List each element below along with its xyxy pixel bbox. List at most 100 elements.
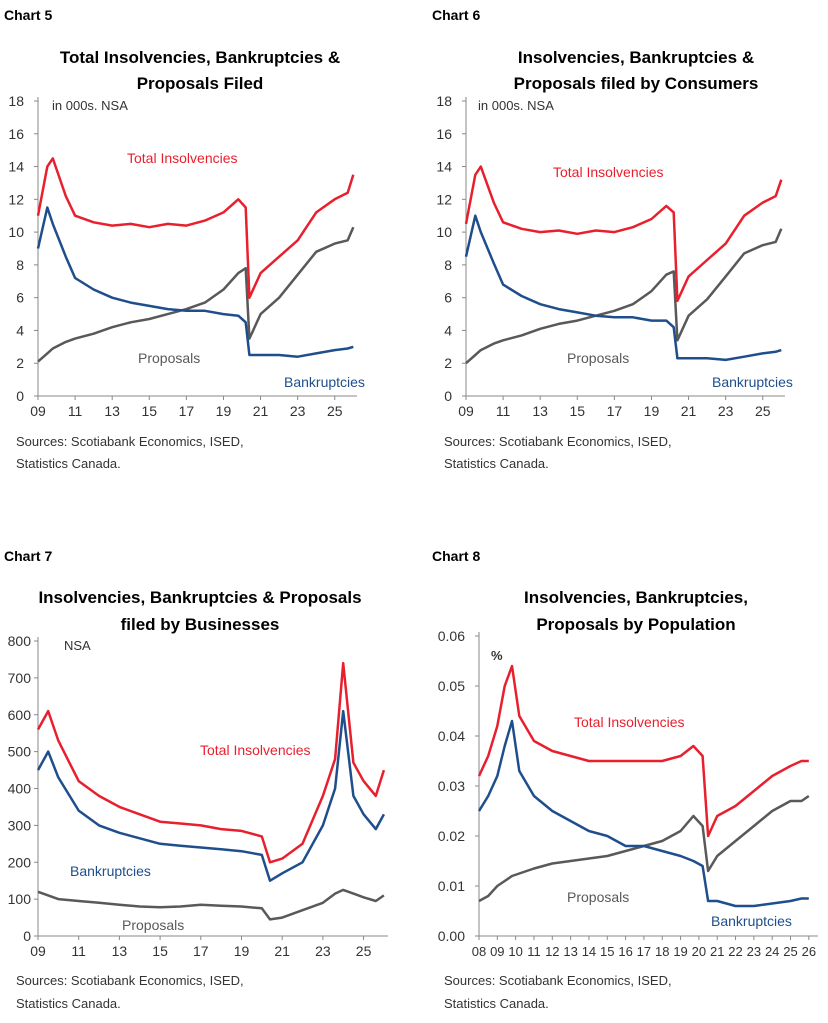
- chart-6-series-proposals-line: [465, 228, 783, 365]
- chart-8-y-tick-label: 0.03: [438, 778, 465, 794]
- chart-6-y-tick-label: 14: [436, 159, 452, 175]
- chart-6-x-tick-label: 23: [718, 403, 734, 419]
- chart-7-y-tick-label: 100: [8, 891, 32, 907]
- chart-7-x-tick-label: 15: [152, 943, 168, 959]
- chart-7-x-tick-label: 13: [112, 943, 128, 959]
- chart-6-label: Chart 6: [432, 7, 480, 23]
- chart-7-x-tick-label: 17: [193, 943, 209, 959]
- chart-8-x-tick-label: 25: [783, 944, 797, 959]
- chart-6-x-tick-label: 17: [607, 403, 623, 419]
- chart-8-x-tick-label: 16: [618, 944, 632, 959]
- chart-6-y-tick-label: 16: [436, 126, 452, 142]
- chart-7-series-bankruptcies-line: [36, 709, 385, 882]
- chart-5-y-tick-label: 8: [16, 257, 24, 273]
- chart-5-source-line-1: Sources: Scotiabank Economics, ISED,: [16, 434, 244, 449]
- chart-8-label: Chart 8: [432, 548, 480, 564]
- chart-6-y-tick-label: 12: [436, 191, 452, 207]
- chart-8-x-tick-label: 08: [472, 944, 486, 959]
- chart-6-series-bankruptcies-line: [464, 214, 782, 362]
- chart-8-series-label-proposals: Proposals: [567, 889, 629, 905]
- chart-8-x-tick-label: 14: [582, 944, 596, 959]
- chart-6-y-tick-label: 10: [436, 224, 452, 240]
- chart-8-title-line-1: Insolvencies, Bankruptcies,: [524, 588, 748, 607]
- chart-8-y-tick-label: 0.01: [438, 878, 465, 894]
- chart-8-source-line-2: Statistics Canada.: [444, 996, 549, 1011]
- chart-8-series-proposals-line: [478, 794, 810, 903]
- chart-7-y-tick-label: 500: [8, 744, 32, 760]
- chart-7-series-label-total: Total Insolvencies: [200, 742, 311, 758]
- chart-7-source-line-1: Sources: Scotiabank Economics, ISED,: [16, 973, 244, 988]
- chart-5-y-tick-label: 14: [8, 159, 24, 175]
- chart-7-x-tick-label: 11: [71, 943, 86, 959]
- chart-6-series-total-line: [464, 165, 783, 303]
- chart-5-title-line-1: Total Insolvencies, Bankruptcies &: [60, 48, 340, 67]
- chart-5-x-tick-label: 17: [179, 403, 195, 419]
- chart-6-y-tick-label: 18: [436, 93, 452, 109]
- chart-8-y-tick-label: 0.02: [438, 828, 465, 844]
- chart-6-title-line-1: Insolvencies, Bankruptcies &: [518, 48, 754, 67]
- chart-5-y-tick-label: 18: [8, 93, 24, 109]
- chart-8-y-tick-label: 0.06: [438, 628, 465, 644]
- chart-6-x-tick-label: 25: [755, 403, 771, 419]
- chart-7-y-tick-label: 0: [23, 928, 31, 944]
- chart-7-x-tick-label: 09: [30, 943, 46, 959]
- chart-5-y-tick-label: 0: [16, 388, 24, 404]
- chart-5-series-label-total: Total Insolvencies: [127, 150, 238, 166]
- chart-5-source-line-2: Statistics Canada.: [16, 456, 121, 471]
- chart-8-y-tick-label: 0.05: [438, 678, 465, 694]
- chart-5-y-tick-label: 12: [8, 191, 24, 207]
- chart-6-y-tick-label: 6: [444, 290, 452, 306]
- chart-5-y-tick-label: 16: [8, 126, 24, 142]
- chart-6-x-tick-label: 13: [532, 403, 548, 419]
- chart-7-y-tick-label: 300: [8, 817, 32, 833]
- chart-5-series-label-proposals: Proposals: [138, 350, 200, 366]
- chart-7-x-tick-label: 25: [356, 943, 372, 959]
- chart-6-series-label-proposals: Proposals: [567, 350, 629, 366]
- chart-8-source-line-1: Sources: Scotiabank Economics, ISED,: [444, 973, 672, 988]
- chart-6-y-tick-label: 4: [444, 322, 452, 338]
- chart-6-plot: 0 2 4 6 8 10 12 14 16 18 09 11 13 15 17 19 21 23 25: [436, 93, 785, 419]
- chart-7-x-tick-label: 21: [274, 943, 290, 959]
- chart-8-x-tick-label: 10: [508, 944, 522, 959]
- chart-5-series-label-bankruptcies: Bankruptcies: [284, 374, 365, 390]
- chart-6-x-tick-label: 15: [569, 403, 585, 419]
- chart-5-x-tick-label: 25: [327, 403, 343, 419]
- chart-6-title-line-2: Proposals filed by Consumers: [514, 74, 759, 93]
- chart-7-y-tick-label: 600: [8, 707, 32, 723]
- chart-5-x-tick-label: 19: [216, 403, 232, 419]
- chart-5-x-tick-label: 23: [290, 403, 306, 419]
- chart-8-x-tick-label: 24: [765, 944, 779, 959]
- chart-7-y-tick-label: 800: [8, 633, 32, 649]
- chart-8-x-tick-label: 09: [490, 944, 504, 959]
- chart-5-panel: Chart 5 Total Insolvencies, Bankruptcies…: [4, 7, 365, 471]
- chart-6-y-tick-label: 8: [444, 257, 452, 273]
- chart-7-plot: 0 100 200 300 400 500 600 700 800 09 11 13 15 17 19 21 2…: [8, 633, 388, 959]
- chart-8-y-tick-label: 0.00: [438, 928, 465, 944]
- chart-7-series-label-proposals: Proposals: [122, 917, 184, 933]
- chart-8-x-tick-label: 11: [527, 944, 541, 959]
- chart-8-x-tick-label: 26: [802, 944, 816, 959]
- chart-5-label: Chart 5: [4, 7, 52, 23]
- chart-8-x-tick-label: 23: [747, 944, 761, 959]
- chart-8-x-tick-label: 22: [728, 944, 742, 959]
- chart-8-x-tick-label: 20: [692, 944, 706, 959]
- chart-7-y-tick-label: 700: [8, 670, 32, 686]
- chart-5-y-tick-label: 4: [16, 322, 24, 338]
- chart-8-x-tick-label: 17: [637, 944, 651, 959]
- chart-7-x-tick-label: 23: [315, 943, 331, 959]
- chart-5-unit-note: in 000s. NSA: [52, 98, 128, 113]
- chart-6-series-label-total: Total Insolvencies: [553, 164, 664, 180]
- chart-8-series-total-line: [477, 664, 809, 838]
- chart-8-y-tick-label: 0.04: [438, 728, 465, 744]
- chart-7-x-tick-label: 19: [234, 943, 250, 959]
- chart-8-unit-note: %: [491, 648, 503, 663]
- chart-8-x-tick-label: 18: [655, 944, 669, 959]
- chart-5-x-tick-label: 21: [253, 403, 269, 419]
- chart-7-y-tick-label: 200: [8, 854, 32, 870]
- chart-6-y-tick-label: 0: [444, 388, 452, 404]
- chart-5-x-tick-label: 09: [30, 403, 46, 419]
- chart-5-y-tick-label: 2: [16, 355, 24, 371]
- chart-6-source-line-2: Statistics Canada.: [444, 456, 549, 471]
- chart-6-x-tick-label: 11: [496, 403, 511, 419]
